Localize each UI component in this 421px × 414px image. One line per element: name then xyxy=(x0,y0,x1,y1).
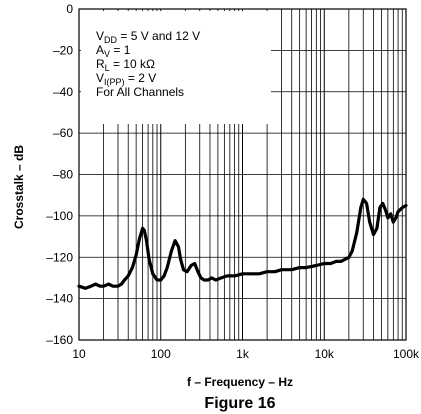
crosstalk-curve xyxy=(77,197,408,290)
data-series xyxy=(77,197,408,290)
condition-line: VDD = 5 V and 12 V xyxy=(96,29,200,45)
figure-label: Figure 16 xyxy=(204,395,275,412)
x-tick-label: 100 xyxy=(151,347,171,361)
condition-line: For All Channels xyxy=(96,85,184,99)
x-tick-label: 1k xyxy=(236,347,250,361)
condition-line: RL = 10 kΩ xyxy=(96,57,155,73)
y-tick-label: –120 xyxy=(46,250,73,264)
conditions-box xyxy=(81,11,271,124)
y-tick-label: –80 xyxy=(53,168,73,182)
x-tick-label: 100k xyxy=(393,347,420,361)
test-conditions: VDD = 5 V and 12 VAV = 1RL = 10 kΩVI(PP)… xyxy=(96,29,200,99)
y-tick-label: –60 xyxy=(53,126,73,140)
y-tick-label: 0 xyxy=(66,2,73,16)
x-axis-title: f – Frequency – Hz xyxy=(187,375,293,389)
y-tick-label: –160 xyxy=(46,333,73,347)
x-tick-label: 10 xyxy=(72,347,86,361)
y-tick-label: –40 xyxy=(53,85,73,99)
condition-line: VI(PP) = 2 V xyxy=(96,71,156,87)
condition-line: AV = 1 xyxy=(96,43,131,59)
y-tick-label: –20 xyxy=(53,43,73,57)
plot-frame xyxy=(78,8,407,341)
y-tick-label: –140 xyxy=(46,292,73,306)
x-tick-label: 10k xyxy=(315,347,335,361)
y-axis-title: Crosstalk – dB xyxy=(12,145,26,229)
y-tick-label: –100 xyxy=(46,209,73,223)
